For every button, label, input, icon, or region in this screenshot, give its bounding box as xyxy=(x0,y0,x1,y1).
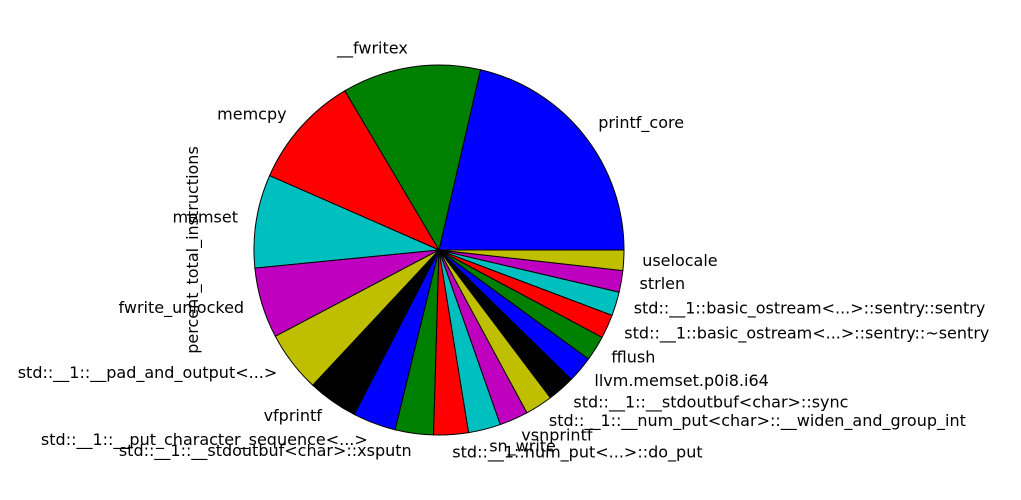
slice-label-llvm-memset-p0i8-i64: llvm.memset.p0i8.i64 xyxy=(594,371,768,390)
slice-label-strlen: strlen xyxy=(640,274,686,293)
slice-label-uselocale: uselocale xyxy=(642,251,717,270)
slice-label-fflush: fflush xyxy=(611,348,655,367)
slice-label-memset: memset xyxy=(173,208,238,227)
y-axis-label: percent_total_instructions xyxy=(183,146,203,354)
slice-label-fwritex: __fwritex xyxy=(336,38,408,58)
slice-fwritex xyxy=(344,64,482,252)
pie-slices xyxy=(253,64,625,436)
slice-label-std-1-stdoutbuf-char-xsputn: std::__1::__stdoutbuf<char>::xsputn xyxy=(119,441,412,461)
slice-label-std-1-stdoutbuf-char-sync: std::__1::__stdoutbuf<char>::sync xyxy=(573,392,848,412)
slice-label-std-1-put-character-sequence: std::__1::__put_character_sequence<...> xyxy=(41,430,368,450)
slice-label-std-1-pad-and-output: std::__1::__pad_and_output<...> xyxy=(18,363,278,383)
slice-label-std-1-basic-ostream-sentry-sentry: std::__1::basic_ostream<...>::sentry::se… xyxy=(634,299,986,319)
slice-memcpy xyxy=(268,90,441,252)
slice-label-fwrite-unlocked: fwrite_unlocked xyxy=(119,298,245,318)
slice-label-printf-core: printf_core xyxy=(598,113,684,133)
slice-label-std-1-num-put-char-widen-and-group-int: std::__1::__num_put<char>::__widen_and_g… xyxy=(549,411,966,431)
slice-label-std-1-num-put-do-put: std::__1::num_put<...>::do_put xyxy=(452,443,702,463)
slice-label-std-1-basic-ostream-sentry-sentry: std::__1::basic_ostream<...>::sentry::~s… xyxy=(624,324,989,344)
slice-label-memcpy: memcpy xyxy=(217,105,286,124)
slice-uselocale xyxy=(438,249,625,272)
slice-label-sn-write: sn_write xyxy=(489,437,556,457)
slice-label-vsnprintf: vsnprintf xyxy=(521,426,593,445)
slice-label-vfprintf: vfprintf xyxy=(264,406,323,425)
slice-memset xyxy=(253,175,441,269)
slice-printf-core xyxy=(438,69,625,251)
